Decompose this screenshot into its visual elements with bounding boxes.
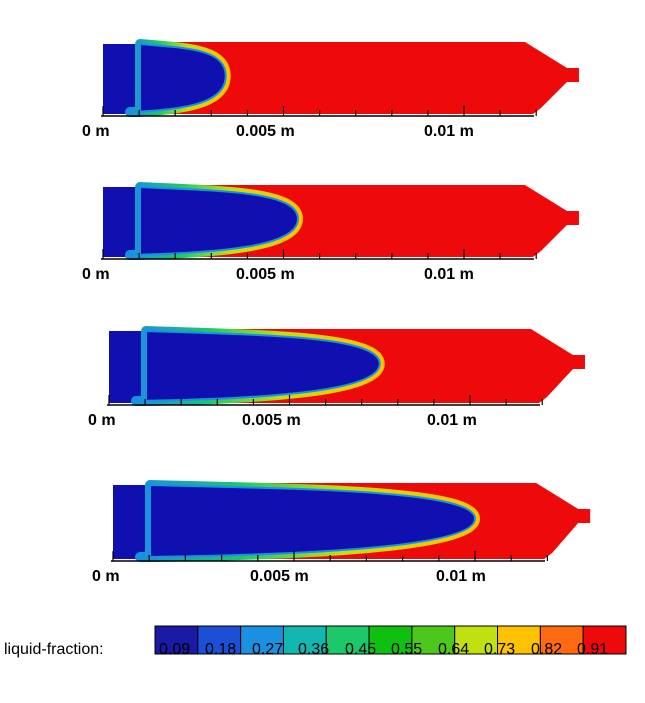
axis-label-0005m: 0.005 m (236, 266, 295, 283)
colorbar-swatch (240, 625, 284, 655)
axis-label-0m: 0 m (92, 568, 120, 585)
axis-labels-1: 0 m 0.005 m 0.01 m (82, 123, 474, 140)
inlet-block (103, 44, 140, 114)
axis-labels-4: 0 m 0.005 m 0.01 m (92, 568, 486, 585)
colorbar-label: 0.09 (159, 641, 190, 658)
axis-label-0005m: 0.005 m (250, 568, 309, 585)
axis-label-0m: 0 m (82, 123, 110, 140)
colorbar (154, 625, 627, 655)
colorbar-label: 0.91 (577, 641, 608, 658)
axis-label-001m: 0.01 m (424, 123, 474, 140)
snapshot-2 (101, 182, 579, 260)
colorbar-label: 0.36 (298, 641, 329, 658)
axis-labels-2: 0 m 0.005 m 0.01 m (82, 266, 474, 283)
solid-core (129, 185, 299, 256)
snapshot-4 (111, 480, 591, 562)
solid-core (139, 483, 477, 558)
colorbar-labels: 0.09 0.18 0.27 0.36 0.45 0.55 0.64 0.73 … (159, 641, 608, 658)
colorbar-swatch (454, 625, 499, 655)
colorbar-swatch (539, 625, 584, 655)
colorbar-swatch (411, 625, 456, 655)
colorbar-title: liquid-fraction: (4, 641, 104, 658)
axis-label-001m: 0.01 m (424, 266, 474, 283)
axis-label-0m: 0 m (88, 412, 116, 429)
colorbar-swatch (197, 625, 242, 655)
colorbar-swatch (154, 625, 199, 655)
axis-label-0m: 0 m (82, 266, 110, 283)
axis-label-0005m: 0.005 m (236, 123, 295, 140)
solid-core (135, 329, 381, 402)
axis-label-0005m: 0.005 m (242, 412, 301, 429)
snapshot-1 (101, 39, 579, 117)
axis-labels-3: 0 m 0.005 m 0.01 m (88, 412, 477, 429)
colorbar-label: 0.45 (345, 641, 376, 658)
inlet-block (103, 187, 140, 257)
colorbar-swatch (368, 625, 413, 655)
colorbar-label: 0.64 (438, 641, 469, 658)
inlet-block (113, 485, 150, 559)
axis-label-001m: 0.01 m (427, 412, 477, 429)
axis-label-001m: 0.01 m (436, 568, 486, 585)
colorbar-swatch (497, 625, 541, 655)
solid-core (129, 42, 227, 113)
colorbar-label: 0.55 (391, 641, 422, 658)
liquid-region (140, 42, 579, 114)
snapshot-3 (107, 326, 585, 406)
colorbar-swatch (582, 625, 627, 655)
colorbar-label: 0.82 (531, 641, 562, 658)
colorbar-label: 0.73 (484, 641, 515, 658)
colorbar-label: 0.27 (252, 641, 283, 658)
colorbar-swatch (282, 625, 327, 655)
colorbar-label: 0.18 (205, 641, 236, 658)
inlet-block (109, 331, 146, 403)
